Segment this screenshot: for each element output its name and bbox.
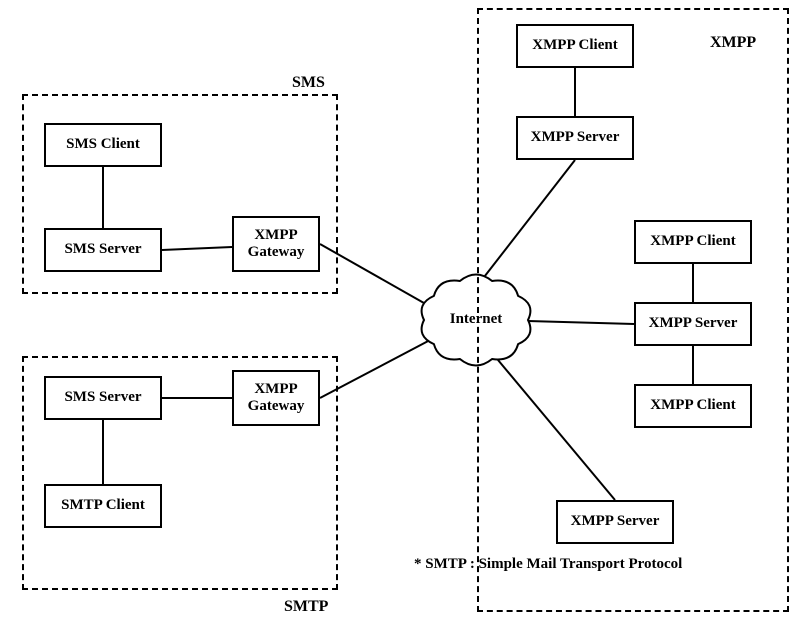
internet-cloud-label: Internet — [424, 311, 528, 328]
node-xmpp-client-3: XMPP Client — [634, 384, 752, 428]
node-label: XMPPGateway — [248, 227, 305, 262]
node-label: XMPP Client — [650, 233, 735, 250]
node-sms-server-2: SMS Server — [44, 376, 162, 420]
node-label: XMPP Server — [531, 129, 620, 146]
internet-cloud: Internet — [424, 279, 528, 361]
region-smtp-label: SMTP — [284, 598, 328, 616]
region-xmpp-label: XMPP — [710, 34, 756, 52]
node-xmpp-server-1: XMPP Server — [516, 116, 634, 160]
node-label: SMTP Client — [61, 497, 145, 514]
node-smtp-client: SMTP Client — [44, 484, 162, 528]
footnote-smtp: * SMTP : Simple Mail Transport Protocol — [414, 556, 682, 573]
node-xmpp-server-3: XMPP Server — [556, 500, 674, 544]
node-label: XMPPGateway — [248, 381, 305, 416]
node-label: SMS Client — [66, 136, 140, 153]
node-label: SMS Server — [64, 241, 141, 258]
node-label: XMPP Client — [532, 37, 617, 54]
node-sms-client: SMS Client — [44, 123, 162, 167]
node-xmpp-server-2: XMPP Server — [634, 302, 752, 346]
node-xmpp-client-2: XMPP Client — [634, 220, 752, 264]
node-xmpp-gateway-2: XMPPGateway — [232, 370, 320, 426]
node-label: SMS Server — [64, 389, 141, 406]
node-label: XMPP Server — [571, 513, 660, 530]
network-diagram: SMS SMTP XMPP SMS Client SMS Server XMPP… — [0, 0, 799, 624]
node-xmpp-client-1: XMPP Client — [516, 24, 634, 68]
node-xmpp-gateway-1: XMPPGateway — [232, 216, 320, 272]
node-label: XMPP Server — [649, 315, 738, 332]
region-sms-label: SMS — [292, 74, 325, 92]
node-sms-server-1: SMS Server — [44, 228, 162, 272]
node-label: XMPP Client — [650, 397, 735, 414]
